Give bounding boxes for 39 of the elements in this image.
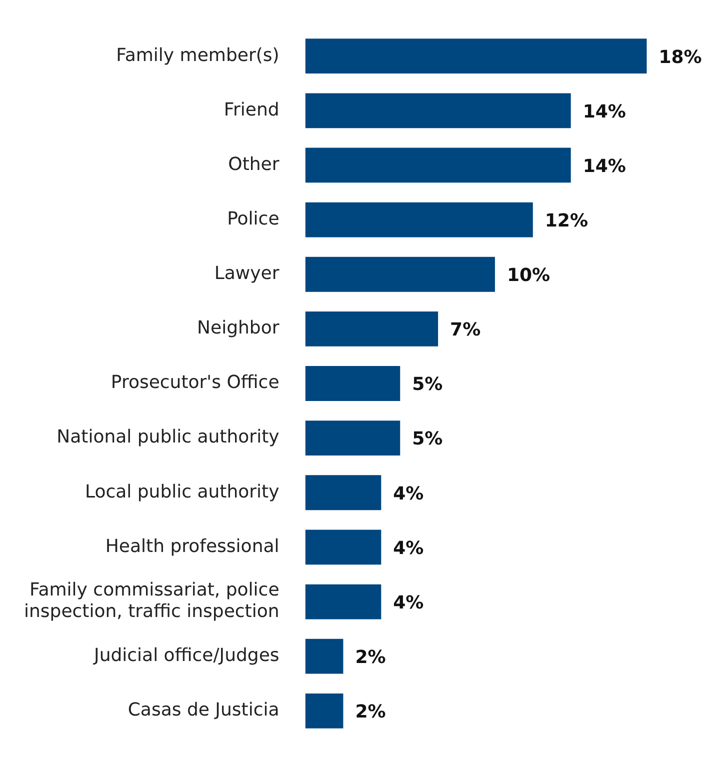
y-tick-label: National public authority xyxy=(56,426,280,448)
y-tick-label: Lawyer xyxy=(214,263,280,284)
y-tick-label: Other xyxy=(228,154,280,175)
data-label: 7% xyxy=(450,320,481,341)
data-label: 5% xyxy=(412,374,443,396)
y-tick-label: Family commissariat, police inspection, traffic inspection xyxy=(24,580,280,622)
y-tick-label: Health professional xyxy=(105,536,280,557)
data-label: 5% xyxy=(412,428,443,450)
bar xyxy=(305,420,400,456)
bar xyxy=(305,256,495,292)
y-tick-label: Casas de Justicia xyxy=(128,700,280,721)
bar xyxy=(305,38,647,74)
data-label: 10% xyxy=(506,265,550,286)
data-label: 2% xyxy=(355,702,386,723)
y-tick-label: Neighbor xyxy=(197,318,280,339)
bar xyxy=(305,148,571,183)
bar xyxy=(305,530,382,565)
bar xyxy=(305,366,400,401)
data-label: 4% xyxy=(393,538,424,559)
bar xyxy=(305,638,344,674)
y-tick-label: Friend xyxy=(224,99,280,120)
y-tick-label: Police xyxy=(227,208,280,230)
y-tick-label: Judicial office/Judges xyxy=(93,645,280,666)
data-label: 12% xyxy=(544,210,588,232)
y-tick-label: Local public authority xyxy=(84,481,280,502)
data-label: 4% xyxy=(393,483,424,504)
y-tick-label: Prosecutor's Office xyxy=(110,372,280,394)
y-tick-label: Family member(s) xyxy=(116,44,280,66)
data-label: 14% xyxy=(582,156,626,177)
bar xyxy=(305,311,438,346)
bar xyxy=(305,202,533,238)
bar xyxy=(305,93,571,128)
bar xyxy=(305,475,382,510)
bar xyxy=(305,693,344,728)
bar xyxy=(305,584,382,620)
data-label: 2% xyxy=(355,647,386,668)
data-label: 18% xyxy=(658,46,702,68)
data-label: 4% xyxy=(393,592,424,614)
data-label: 14% xyxy=(582,101,626,122)
